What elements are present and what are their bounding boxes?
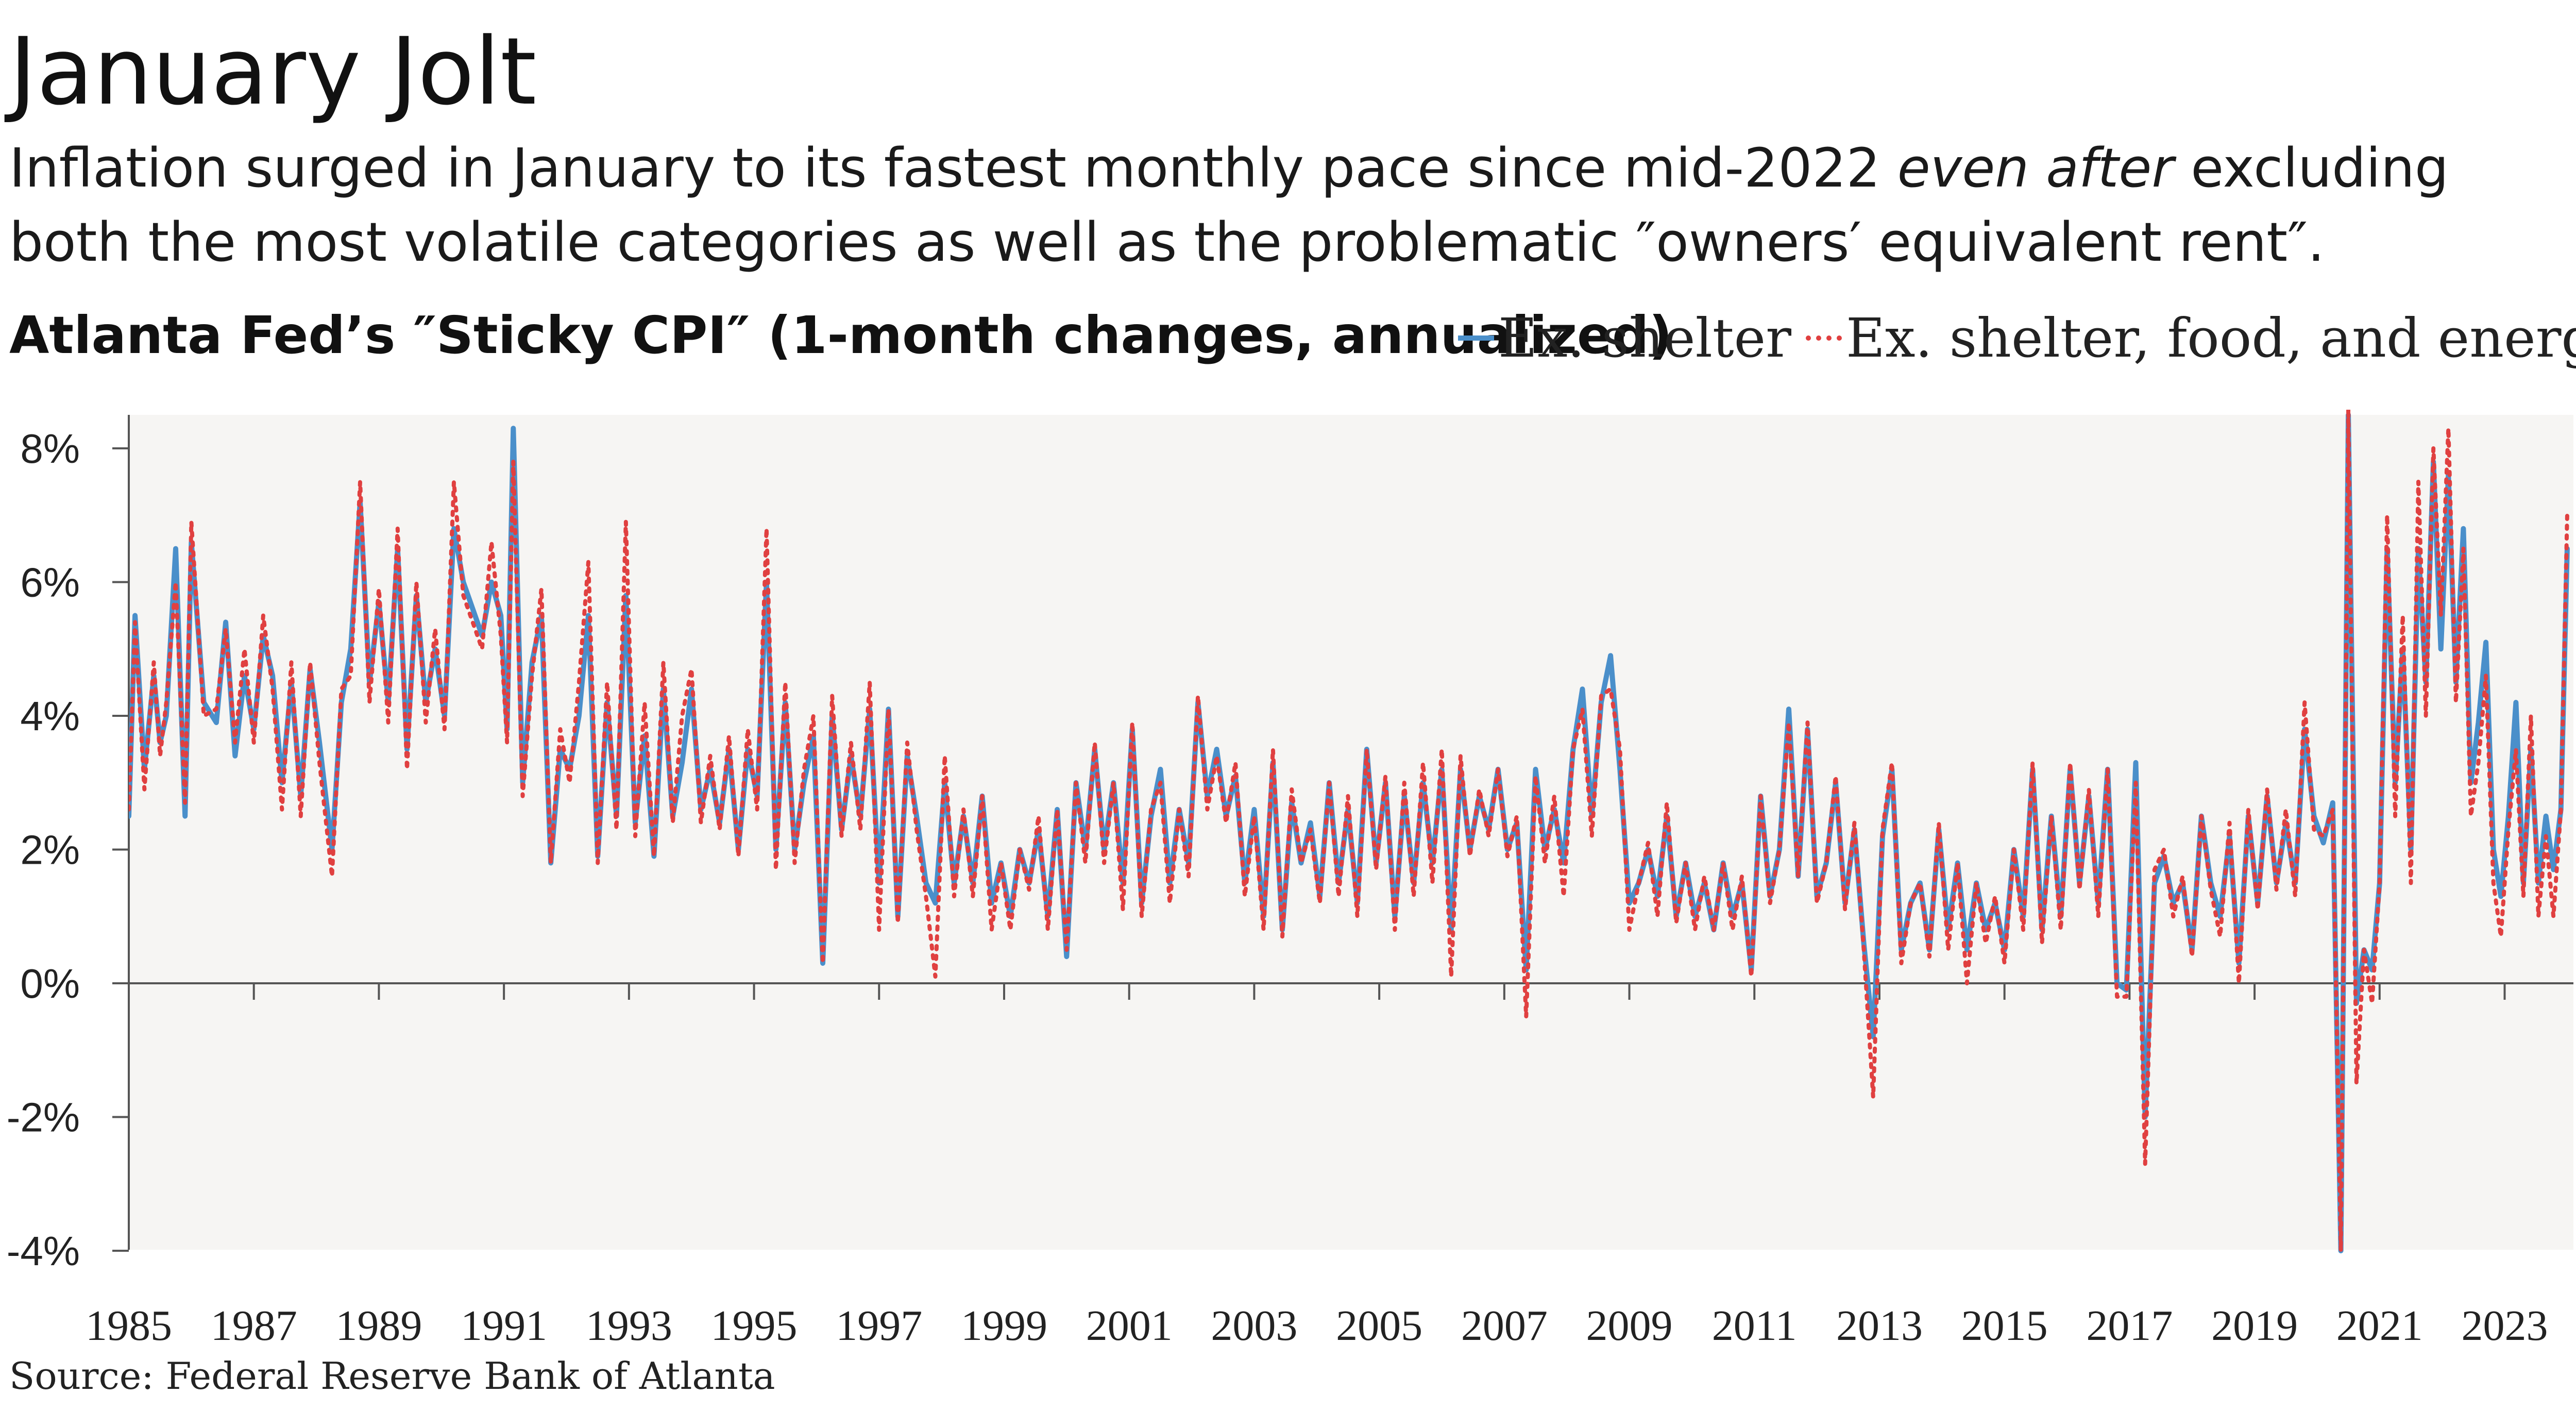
x-tick-label: 1999 bbox=[961, 1302, 1047, 1350]
x-tick-label: 2007 bbox=[1461, 1302, 1548, 1350]
x-tick-label: 2001 bbox=[1086, 1302, 1173, 1350]
x-tick-label: 2011 bbox=[1712, 1302, 1797, 1350]
x-tick-label: 2019 bbox=[2211, 1302, 2298, 1350]
y-tick-label: -2% bbox=[7, 1095, 80, 1140]
chart-heading: Atlanta Fed’s ″Sticky CPI″ (1-month chan… bbox=[9, 305, 1673, 365]
x-tick-label: 2021 bbox=[2336, 1302, 2423, 1350]
legend-label-ex-shelter-food-energy: Ex. shelter, food, and energy bbox=[1846, 307, 2576, 370]
y-tick-label: -4% bbox=[7, 1228, 80, 1274]
y-tick-label: 2% bbox=[20, 827, 80, 873]
legend-label-ex-shelter: Ex. shelter bbox=[1498, 307, 1791, 370]
subtitle-part-2: excluding both the most volatile categor… bbox=[9, 137, 2449, 274]
legend-swatch-solid bbox=[1458, 335, 1494, 341]
x-tick-label: 1987 bbox=[211, 1302, 297, 1350]
series-line-ex-shelter-food-energy bbox=[129, 410, 2569, 1253]
x-tick-label: 2017 bbox=[2086, 1302, 2173, 1350]
x-tick-label: 2003 bbox=[1211, 1302, 1297, 1350]
subtitle-part-1: Inflation surged in January to its faste… bbox=[9, 137, 1897, 199]
y-tick-label: 4% bbox=[20, 693, 80, 739]
subtitle-emphasis: even after bbox=[1897, 137, 2174, 199]
y-tick-label: 6% bbox=[20, 560, 80, 606]
y-tick-label: 8% bbox=[20, 426, 80, 472]
legend-item-ex-shelter-food-energy: Ex. shelter, food, and energy bbox=[1806, 307, 2576, 370]
x-tick-label: 1991 bbox=[461, 1302, 547, 1350]
legend-swatch-dotted bbox=[1806, 335, 1842, 341]
x-tick-label: 2005 bbox=[1336, 1302, 1422, 1350]
chart-subtitle: Inflation surged in January to its faste… bbox=[9, 131, 2565, 279]
x-tick-label: 2009 bbox=[1586, 1302, 1673, 1350]
legend-item-ex-shelter: Ex. shelter bbox=[1458, 307, 1791, 370]
x-tick-label: 2015 bbox=[1961, 1302, 2048, 1350]
x-tick-label: 1993 bbox=[586, 1302, 672, 1350]
x-tick-label: 1995 bbox=[711, 1302, 798, 1350]
x-tick-label: 1985 bbox=[86, 1302, 172, 1350]
x-tick-label: 1989 bbox=[335, 1302, 422, 1350]
source-note: Source: Federal Reserve Bank of Atlanta bbox=[9, 1354, 775, 1398]
y-tick-label: 0% bbox=[20, 961, 80, 1006]
x-tick-label: 2013 bbox=[1836, 1302, 1923, 1350]
chart-title: January Jolt bbox=[9, 18, 537, 126]
x-tick-label: 2023 bbox=[2462, 1302, 2548, 1350]
x-tick-label: 1997 bbox=[836, 1302, 922, 1350]
